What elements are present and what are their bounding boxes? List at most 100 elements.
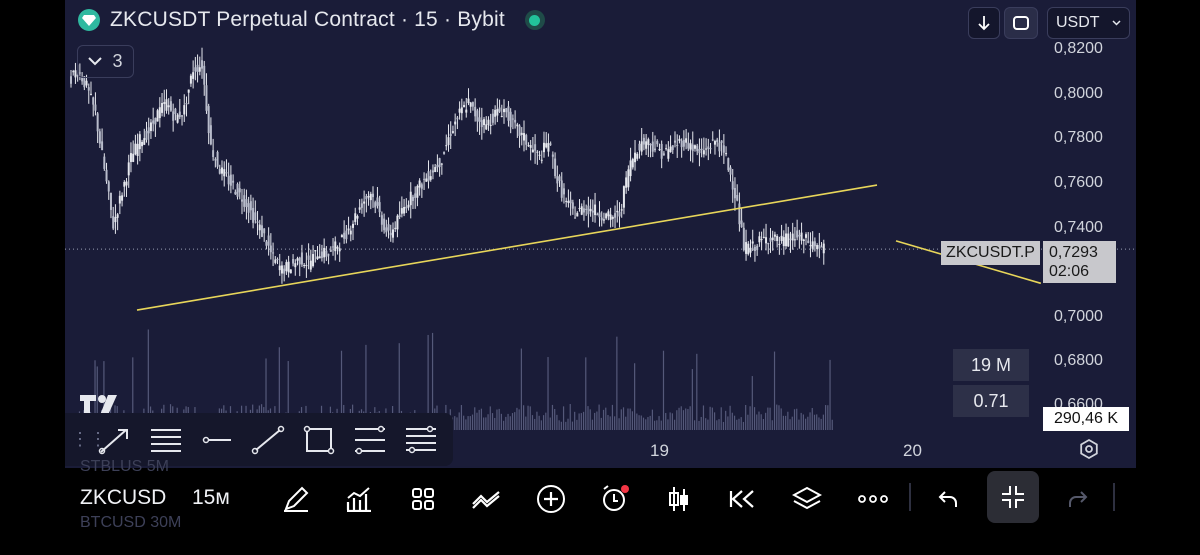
chart-settings-button[interactable] bbox=[1078, 438, 1100, 465]
candle-body bbox=[614, 213, 617, 218]
last-price-value: 0,7293 bbox=[1049, 244, 1098, 261]
chart-type-button[interactable] bbox=[659, 479, 699, 519]
volume-bar bbox=[591, 419, 594, 430]
volume-bar bbox=[454, 416, 456, 430]
horizontal-lines-icon bbox=[150, 428, 181, 452]
price-range-tool-button[interactable] bbox=[395, 420, 446, 460]
candle-body bbox=[81, 77, 84, 82]
volume-bar bbox=[825, 405, 827, 430]
candle-body bbox=[622, 186, 625, 208]
symbol-selector[interactable]: ZKCUSD bbox=[80, 486, 167, 509]
candle-body bbox=[278, 265, 281, 271]
undo-icon bbox=[938, 491, 957, 507]
candle-body bbox=[582, 208, 585, 213]
volume-bar bbox=[685, 408, 687, 430]
candle-body bbox=[434, 167, 437, 173]
candle-body bbox=[229, 174, 232, 186]
candle-body bbox=[132, 153, 135, 162]
candle-body bbox=[562, 188, 565, 195]
candle-body bbox=[705, 148, 708, 150]
interval-selector[interactable]: 15м bbox=[192, 486, 230, 509]
horizontal-lines-tool-button[interactable] bbox=[140, 420, 191, 460]
candle-body bbox=[665, 148, 668, 150]
candle-body bbox=[360, 203, 363, 208]
undo-button[interactable] bbox=[928, 479, 968, 519]
add-button[interactable] bbox=[531, 479, 571, 519]
candle-body bbox=[287, 261, 290, 273]
more-button[interactable] bbox=[853, 479, 893, 519]
volume-bar bbox=[558, 420, 560, 430]
candle-body bbox=[121, 195, 124, 201]
candle-body bbox=[260, 225, 263, 237]
watchlist-peek-next[interactable]: BTCUSD 30M bbox=[80, 514, 182, 531]
watchlist-peek-prev[interactable]: STBLUS 5M bbox=[80, 458, 169, 475]
volume-bar bbox=[676, 410, 678, 430]
volume-bar bbox=[702, 405, 705, 430]
volume-bar bbox=[742, 421, 745, 430]
candle-body bbox=[147, 127, 150, 134]
volume-bar bbox=[787, 411, 789, 430]
volume-bar bbox=[562, 406, 565, 430]
volume-bar bbox=[669, 412, 671, 430]
candle-body bbox=[718, 142, 721, 152]
candle-body bbox=[771, 237, 774, 241]
volume-bar bbox=[287, 361, 289, 430]
fib-retracement-tool-button[interactable] bbox=[344, 420, 395, 460]
candle-body bbox=[800, 232, 803, 241]
trendline-tool-button[interactable] bbox=[242, 420, 293, 460]
volume-bar bbox=[820, 418, 822, 430]
drawing-tools-button[interactable] bbox=[276, 479, 316, 519]
object-tree-button[interactable] bbox=[787, 479, 827, 519]
candle-body bbox=[478, 117, 481, 122]
chart-area[interactable] bbox=[65, 0, 1136, 468]
volume-bar bbox=[518, 409, 520, 430]
alerts-button[interactable] bbox=[595, 479, 635, 519]
volume-bar bbox=[527, 405, 529, 430]
candle-body bbox=[380, 215, 383, 225]
rewind-icon bbox=[729, 490, 754, 508]
candle-body bbox=[227, 175, 230, 185]
volume-bar bbox=[480, 408, 483, 430]
candle-body bbox=[440, 163, 443, 165]
candle-body bbox=[85, 80, 88, 86]
market-status-icon bbox=[524, 10, 545, 30]
candle-body bbox=[518, 125, 521, 137]
volume-bar bbox=[554, 408, 556, 430]
candle-body bbox=[136, 143, 139, 157]
indicator-collapse-button[interactable]: 3 bbox=[77, 45, 134, 78]
indicators-icon bbox=[346, 487, 371, 512]
candle-body bbox=[400, 208, 403, 214]
candle-body bbox=[722, 145, 725, 153]
candle-body bbox=[232, 180, 235, 183]
volume-bar bbox=[507, 413, 509, 430]
candle-body bbox=[338, 248, 341, 252]
screenshot-button[interactable] bbox=[1004, 7, 1038, 39]
candle-body bbox=[163, 102, 166, 104]
download-button[interactable] bbox=[968, 7, 1000, 39]
compare-button[interactable] bbox=[466, 479, 506, 519]
candle-body bbox=[525, 135, 528, 145]
volume-bar bbox=[498, 408, 500, 430]
rectangle-tool-button[interactable] bbox=[293, 420, 344, 460]
currency-select[interactable]: USDT bbox=[1047, 7, 1130, 39]
horizontal-ray-tool-button[interactable] bbox=[191, 420, 242, 460]
trendline[interactable] bbox=[136, 184, 878, 311]
arrow-tool-button[interactable] bbox=[89, 420, 140, 460]
candle-body bbox=[762, 236, 765, 238]
candle-body bbox=[720, 140, 723, 143]
volume-bar bbox=[500, 413, 502, 430]
layouts-button[interactable] bbox=[403, 479, 443, 519]
redo-button[interactable] bbox=[1058, 479, 1098, 519]
candle-body bbox=[676, 145, 679, 147]
indicators-button[interactable] bbox=[339, 479, 379, 519]
candle-body bbox=[805, 234, 808, 238]
candle-body bbox=[596, 214, 599, 216]
drag-handle-icon[interactable]: ⋮⋮ bbox=[71, 429, 107, 449]
replay-button[interactable] bbox=[723, 479, 763, 519]
candle-body bbox=[411, 196, 414, 201]
candle-body bbox=[611, 216, 614, 219]
volume-ma-label: 19 M bbox=[953, 349, 1029, 381]
candle-body bbox=[656, 140, 659, 145]
volume-bar bbox=[147, 329, 149, 430]
exit-fullscreen-button[interactable] bbox=[987, 471, 1039, 523]
